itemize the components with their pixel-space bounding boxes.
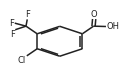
Text: OH: OH [106,22,120,31]
Text: Cl: Cl [18,56,26,65]
Text: F: F [9,19,14,28]
Text: F: F [10,30,15,39]
Text: F: F [25,10,30,19]
Text: O: O [91,10,98,19]
